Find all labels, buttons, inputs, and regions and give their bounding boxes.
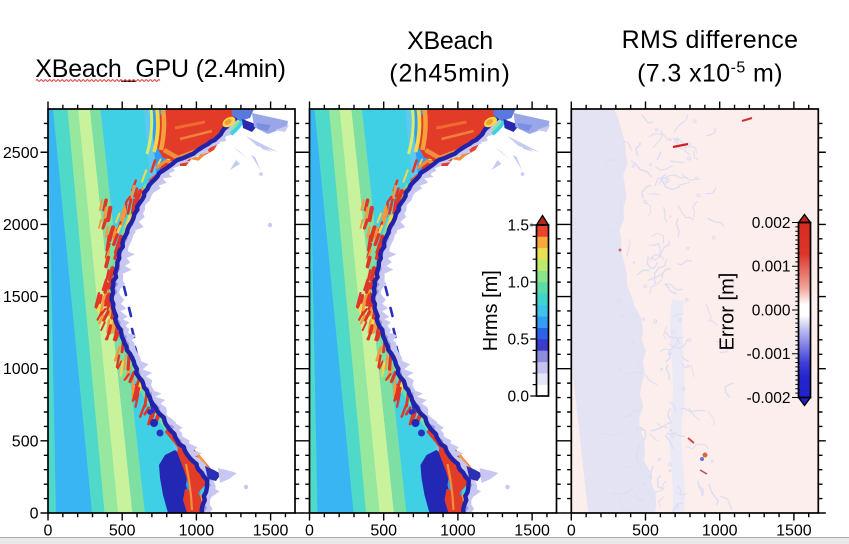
- svg-text:0: 0: [305, 523, 314, 540]
- svg-text:XBeach: XBeach: [407, 27, 493, 55]
- svg-text:-0.002: -0.002: [747, 390, 791, 407]
- svg-text:500: 500: [12, 433, 39, 450]
- svg-text:1000: 1000: [179, 523, 215, 540]
- svg-text:1500: 1500: [253, 523, 289, 540]
- svg-text:0.5: 0.5: [507, 331, 529, 348]
- svg-text:1000: 1000: [440, 523, 476, 540]
- svg-text:0.0: 0.0: [507, 388, 529, 405]
- svg-text:2500: 2500: [3, 145, 39, 162]
- svg-text:Hrms [m]: Hrms [m]: [480, 270, 502, 351]
- svg-text:(2h45min): (2h45min): [389, 60, 511, 88]
- svg-text:1.0: 1.0: [507, 274, 529, 291]
- svg-text:1500: 1500: [3, 289, 39, 306]
- svg-text:0: 0: [567, 523, 576, 540]
- svg-text:RMS difference: RMS difference: [622, 26, 799, 54]
- svg-text:-0.001: -0.001: [747, 346, 791, 363]
- svg-text:500: 500: [109, 523, 136, 540]
- svg-text:(7.3 x10-5 m): (7.3 x10-5 m): [637, 60, 783, 88]
- svg-text:500: 500: [632, 523, 659, 540]
- svg-text:1000: 1000: [3, 361, 39, 378]
- svg-text:500: 500: [370, 523, 397, 540]
- svg-text:Error [m]: Error [m]: [717, 273, 739, 351]
- svg-text:0: 0: [30, 506, 39, 523]
- svg-text:1500: 1500: [776, 523, 812, 540]
- svg-text:0: 0: [44, 523, 53, 540]
- svg-text:0.000: 0.000: [752, 302, 791, 319]
- svg-text:0.002: 0.002: [752, 215, 791, 232]
- svg-text:1000: 1000: [702, 523, 738, 540]
- svg-text:1.5: 1.5: [507, 217, 529, 234]
- svg-text:2000: 2000: [3, 217, 39, 234]
- svg-text:XBeach_GPU (2.4min): XBeach_GPU (2.4min): [35, 55, 285, 83]
- svg-text:0.001: 0.001: [752, 259, 791, 276]
- svg-text:1500: 1500: [514, 523, 550, 540]
